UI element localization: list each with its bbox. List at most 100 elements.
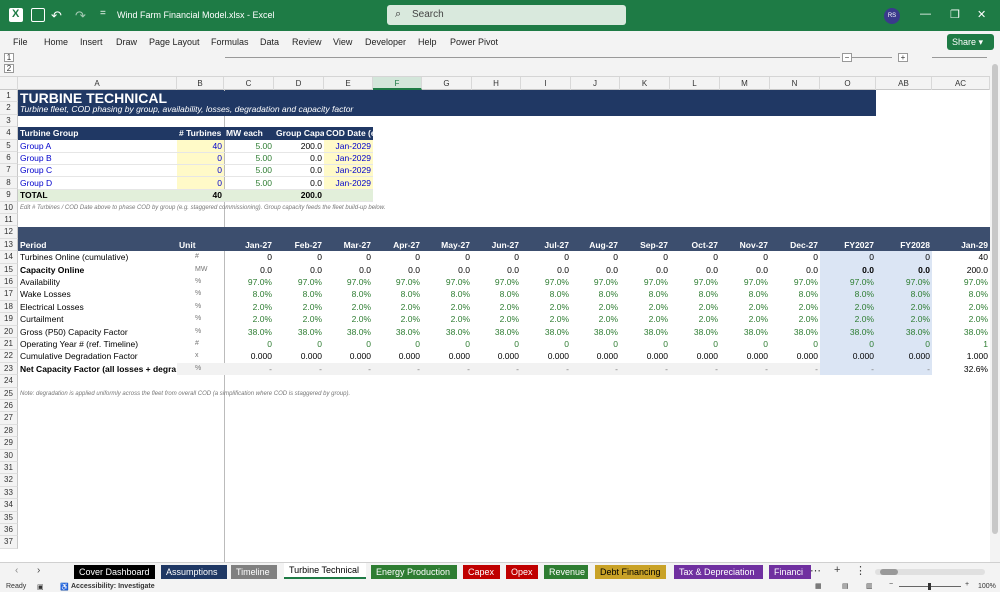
data-cell[interactable]: 2.0% bbox=[499, 314, 519, 325]
mw-each[interactable]: 5.00 bbox=[255, 177, 272, 188]
period-header-Nov-27[interactable]: Nov-27 bbox=[739, 239, 768, 250]
group-table-header[interactable]: COD Date (e bbox=[324, 127, 373, 140]
row-header-24[interactable]: 24 bbox=[0, 375, 18, 388]
column-header-A[interactable]: A bbox=[18, 77, 177, 90]
vertical-scroll-thumb[interactable] bbox=[992, 64, 998, 534]
row-header-37[interactable]: 37 bbox=[0, 536, 18, 549]
data-cell[interactable]: 0.0 bbox=[310, 264, 322, 275]
accessibility-status[interactable]: Accessibility: Investigate bbox=[71, 583, 155, 590]
data-cell[interactable]: 0 bbox=[813, 339, 818, 349]
mw-each[interactable]: 5.00 bbox=[255, 153, 272, 163]
data-cell[interactable]: 8.0% bbox=[968, 289, 988, 300]
data-cell[interactable]: 2.0% bbox=[910, 301, 930, 312]
menu-file[interactable]: File bbox=[13, 37, 28, 47]
data-cell[interactable]: 97.0% bbox=[395, 277, 420, 287]
group-table-header[interactable]: Group Capac bbox=[274, 127, 324, 140]
data-cell[interactable]: 1 bbox=[983, 339, 988, 349]
data-cell[interactable]: 38.0% bbox=[743, 326, 768, 337]
data-cell[interactable]: 97.0% bbox=[643, 277, 668, 287]
data-cell[interactable]: 0 bbox=[415, 339, 420, 349]
row-unit[interactable]: % bbox=[195, 290, 202, 298]
data-cell[interactable]: 2.0% bbox=[854, 314, 874, 325]
scroll-tabs-right-icon[interactable]: › bbox=[37, 565, 41, 576]
data-cell[interactable]: 38.0% bbox=[793, 326, 818, 337]
row-header-4[interactable]: 4 bbox=[0, 127, 18, 140]
options-icon[interactable]: ⋮ bbox=[855, 565, 866, 577]
row-header-18[interactable]: 18 bbox=[0, 300, 18, 314]
group-capacity[interactable]: 200.0 bbox=[300, 140, 322, 151]
data-cell[interactable]: 2.0% bbox=[400, 314, 420, 325]
sheet-tab[interactable]: Energy Production bbox=[371, 565, 457, 579]
macro-record-icon[interactable]: ▣ bbox=[37, 584, 44, 591]
data-cell[interactable]: 38.0% bbox=[905, 326, 930, 337]
data-cell[interactable]: 38.0% bbox=[395, 326, 420, 337]
vertical-scrollbar[interactable] bbox=[990, 52, 1000, 562]
data-cell[interactable]: 0 bbox=[613, 252, 618, 263]
data-cell[interactable]: 2.0% bbox=[499, 301, 519, 312]
row-header-34[interactable]: 34 bbox=[0, 499, 18, 512]
data-cell[interactable]: - bbox=[615, 363, 618, 374]
row-header-31[interactable]: 31 bbox=[0, 462, 18, 475]
period-header-FY2028[interactable]: FY2028 bbox=[900, 239, 930, 250]
data-cell[interactable]: 0 bbox=[564, 252, 569, 263]
mw-each[interactable]: 5.00 bbox=[255, 165, 272, 176]
horizontal-scrollbar[interactable] bbox=[875, 569, 985, 575]
data-cell[interactable]: 38.0% bbox=[693, 326, 718, 337]
menu-review[interactable]: Review bbox=[292, 37, 322, 47]
data-cell[interactable]: 8.0% bbox=[252, 289, 272, 300]
menu-home[interactable]: Home bbox=[44, 37, 69, 47]
period-header-Apr-27[interactable]: Apr-27 bbox=[393, 239, 420, 250]
data-cell[interactable]: 38.0% bbox=[593, 326, 618, 337]
row-header-6[interactable]: 6 bbox=[0, 152, 18, 165]
data-cell[interactable]: 8.0% bbox=[549, 289, 569, 300]
data-cell[interactable]: 0.0 bbox=[606, 264, 618, 275]
data-cell[interactable]: 0.000 bbox=[300, 351, 322, 362]
data-cell[interactable]: 0 bbox=[267, 252, 272, 263]
period-header-Mar-27[interactable]: Mar-27 bbox=[343, 239, 371, 250]
data-cell[interactable]: 2.0% bbox=[302, 314, 322, 325]
column-header-J[interactable]: J bbox=[571, 77, 620, 90]
data-cell[interactable]: 97.0% bbox=[905, 277, 930, 287]
row-header-23[interactable]: 23 bbox=[0, 362, 18, 376]
data-cell[interactable]: 2.0% bbox=[252, 314, 272, 325]
row-header-30[interactable]: 30 bbox=[0, 449, 18, 462]
row-unit[interactable]: x bbox=[195, 352, 199, 360]
data-cell[interactable]: 2.0% bbox=[748, 314, 768, 325]
data-cell[interactable]: 0.000 bbox=[250, 351, 272, 362]
total-label[interactable]: TOTAL bbox=[20, 190, 48, 201]
data-cell[interactable]: 0.000 bbox=[547, 351, 569, 362]
row-header-29[interactable]: 29 bbox=[0, 437, 18, 450]
row-label[interactable]: Net Capacity Factor (all losses + degra bbox=[20, 363, 177, 374]
search-box[interactable]: ⌕ Search bbox=[387, 5, 626, 25]
scroll-tabs-left-icon[interactable]: ‹ bbox=[15, 565, 19, 576]
data-cell[interactable]: 8.0% bbox=[400, 289, 420, 300]
data-cell[interactable]: 0.0 bbox=[918, 264, 930, 275]
data-cell[interactable]: 0 bbox=[465, 339, 470, 349]
row-label[interactable]: Wake Losses bbox=[20, 289, 71, 300]
sheet-subtitle[interactable]: Turbine fleet, COD phasing by group, ava… bbox=[18, 103, 876, 117]
menu-data[interactable]: Data bbox=[260, 37, 280, 47]
data-cell[interactable]: 0 bbox=[613, 339, 618, 349]
data-cell[interactable]: 97.0% bbox=[494, 277, 519, 287]
unit-label[interactable]: Unit bbox=[179, 239, 196, 250]
row-unit[interactable]: % bbox=[195, 327, 202, 335]
column-header-N[interactable]: N bbox=[770, 77, 820, 90]
data-cell[interactable]: 2.0% bbox=[798, 314, 818, 325]
minimize-icon[interactable]: — bbox=[920, 8, 931, 20]
zoom-slider[interactable] bbox=[899, 583, 961, 590]
data-cell[interactable]: 38.0% bbox=[849, 326, 874, 337]
column-header-AB[interactable]: AB bbox=[876, 77, 932, 90]
zoom-level[interactable]: 100% bbox=[978, 583, 996, 590]
sheet-tab[interactable]: Assumptions bbox=[161, 565, 227, 579]
data-cell[interactable]: 2.0% bbox=[400, 301, 420, 312]
row-header-10[interactable]: 10 bbox=[0, 201, 18, 214]
row-header-35[interactable]: 35 bbox=[0, 511, 18, 524]
new-sheet-icon[interactable]: + bbox=[834, 564, 841, 576]
data-cell[interactable]: 8.0% bbox=[698, 289, 718, 300]
data-cell[interactable]: 0 bbox=[465, 252, 470, 263]
data-cell[interactable]: 2.0% bbox=[450, 301, 470, 312]
data-cell[interactable]: 1.000 bbox=[966, 351, 988, 362]
row-header-17[interactable]: 17 bbox=[0, 288, 18, 301]
data-cell[interactable]: 0 bbox=[763, 339, 768, 349]
row-header-25[interactable]: 25 bbox=[0, 387, 18, 400]
